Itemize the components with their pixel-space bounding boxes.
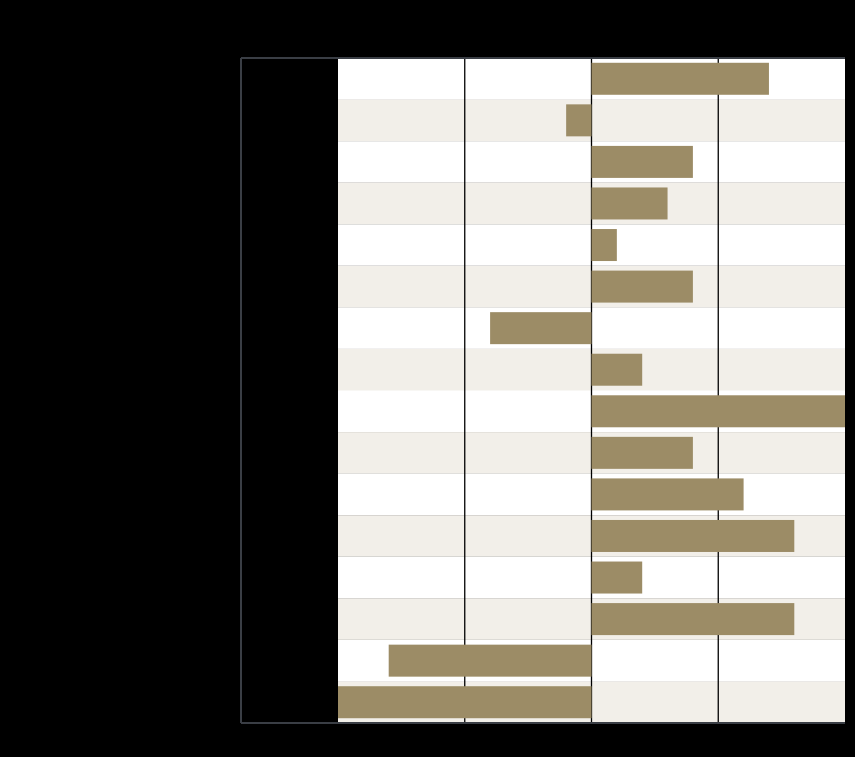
bar bbox=[591, 229, 617, 262]
bar bbox=[591, 603, 795, 636]
category-label-area bbox=[241, 58, 338, 723]
bar bbox=[490, 312, 592, 345]
bars bbox=[338, 62, 845, 719]
bar bbox=[591, 436, 693, 469]
plot-frame bbox=[240, 57, 845, 724]
bar bbox=[591, 353, 643, 386]
bar bbox=[338, 686, 592, 719]
bar bbox=[591, 270, 693, 303]
bar bbox=[591, 478, 744, 511]
bar bbox=[566, 104, 592, 137]
bar bbox=[388, 644, 592, 677]
bar bbox=[591, 62, 769, 95]
bar bbox=[591, 395, 845, 428]
bar bbox=[591, 187, 668, 220]
bar bbox=[591, 561, 643, 594]
bar bbox=[591, 519, 795, 552]
bar bbox=[591, 145, 693, 178]
